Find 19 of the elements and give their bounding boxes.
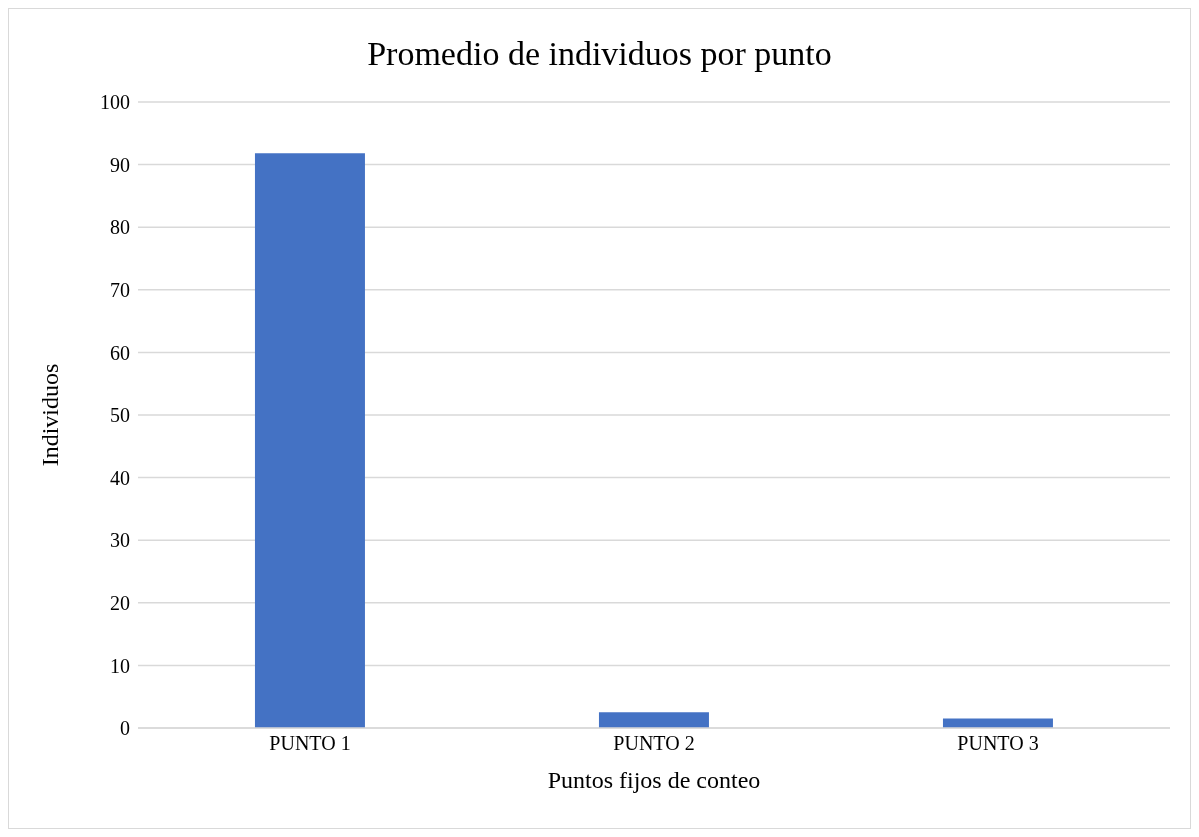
y-tick-label: 60 <box>110 341 130 364</box>
x-tick-label: PUNTO 1 <box>269 732 351 755</box>
x-axis-title: Puntos fijos de conteo <box>547 767 761 793</box>
y-tick-label: 40 <box>110 466 130 489</box>
y-tick-label: 10 <box>110 654 130 677</box>
y-tick-label: 100 <box>100 91 130 114</box>
y-tick-label: 0 <box>120 717 130 740</box>
y-tick-label: 50 <box>110 404 130 427</box>
y-axis-title: Individuos <box>36 363 63 467</box>
y-tick-label: 70 <box>110 278 130 301</box>
x-tick-label: PUNTO 2 <box>613 732 695 755</box>
y-tick-label: 20 <box>110 591 130 614</box>
x-tick-label: PUNTO 3 <box>957 732 1039 755</box>
y-tick-label: 90 <box>110 153 130 176</box>
y-tick-label: 80 <box>110 216 130 239</box>
bar <box>598 712 709 728</box>
y-tick-label: 30 <box>110 529 130 552</box>
chart-title: Promedio de individuos por punto <box>366 35 833 73</box>
bar <box>254 153 365 728</box>
